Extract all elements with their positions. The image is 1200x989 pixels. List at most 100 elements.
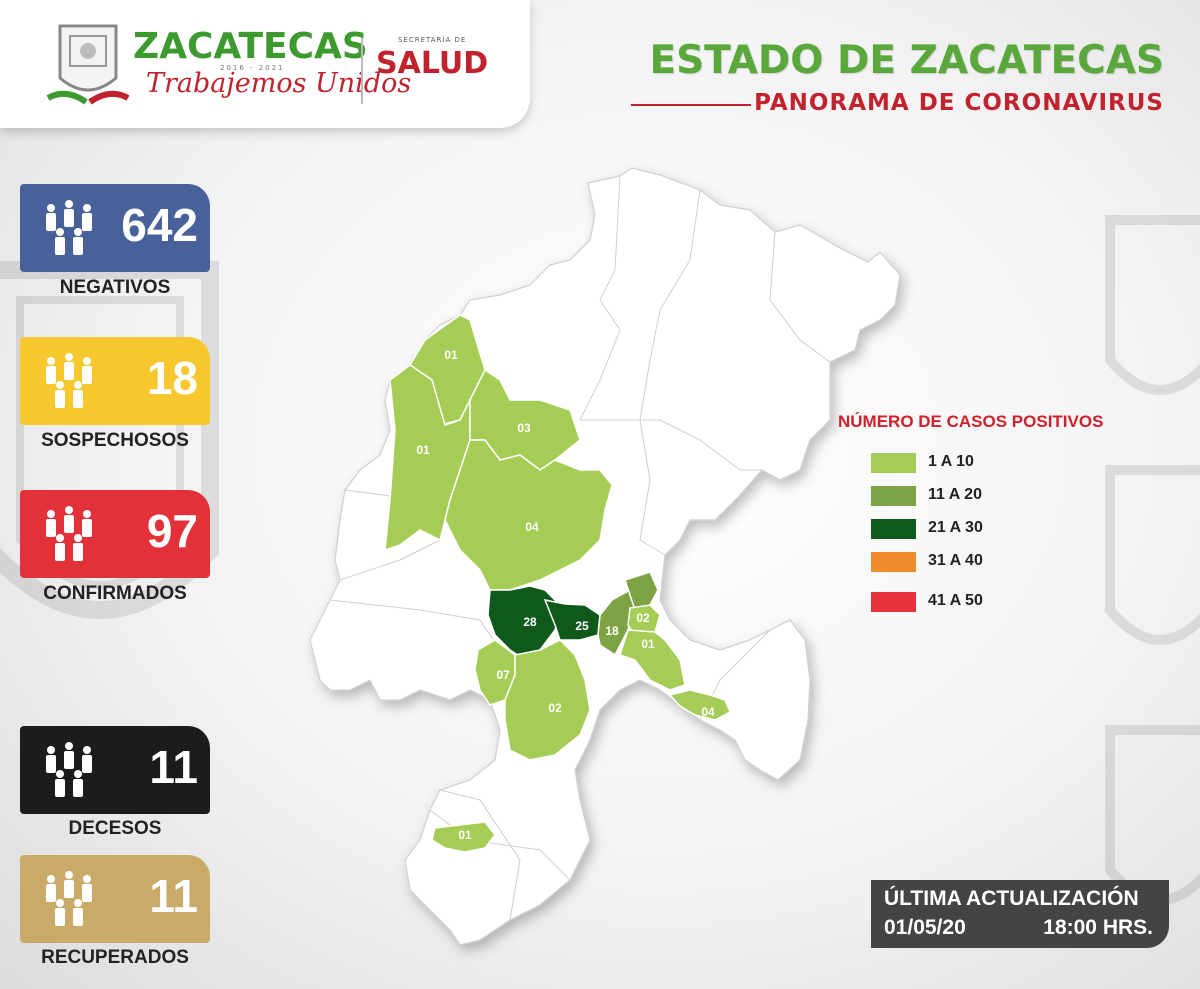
person-head-shape	[47, 204, 55, 212]
person-body-shape	[46, 884, 56, 902]
person-head-shape	[56, 770, 64, 778]
person-body-shape	[46, 213, 56, 231]
header-card: ZACATECAS 2016 - 2021 Trabajemos Unidos …	[0, 0, 530, 128]
legend-swatch	[871, 486, 916, 506]
person-body-shape	[55, 543, 65, 561]
municipality-light-green	[431, 821, 496, 853]
page-subtitle: PANORAMA DE CORONAVIRUS	[754, 90, 1164, 116]
state-outline	[309, 167, 901, 946]
stat-value: 642	[121, 199, 198, 251]
person-head-shape	[56, 228, 64, 236]
person-head-shape	[65, 353, 73, 361]
person-body-shape	[82, 884, 92, 902]
people-icon	[46, 871, 92, 926]
person-head-shape	[74, 534, 82, 542]
person-head-shape	[47, 357, 55, 365]
person-body-shape	[46, 755, 56, 773]
person-head-shape	[83, 510, 91, 518]
stat-value: 97	[146, 505, 198, 557]
municipality-case-labels: 01 01 03 04 28 25 18 02 01 07 02 04 01	[416, 348, 715, 842]
stat-card-decesos: 11	[20, 726, 210, 814]
person-head-shape	[47, 510, 55, 518]
person-body-shape	[73, 237, 83, 255]
person-head-shape	[74, 770, 82, 778]
person-body-shape	[55, 908, 65, 926]
colored-municipalities	[384, 314, 731, 853]
header-divider	[361, 38, 363, 104]
person-head-shape	[83, 204, 91, 212]
legend-label: 31 A 40	[928, 552, 983, 569]
stat-label: DECESOS	[68, 818, 162, 839]
person-body-shape	[55, 237, 65, 255]
person-body-shape	[64, 880, 74, 898]
stat-label: NEGATIVOS	[59, 277, 171, 298]
stat-value: 18	[146, 352, 198, 404]
legend-swatch	[871, 519, 916, 539]
municipality-case-label: 07	[496, 668, 510, 682]
person-head-shape	[74, 381, 82, 389]
person-body-shape	[46, 366, 56, 384]
municipality-light-green	[444, 439, 613, 591]
stat-card-confirmados: 97	[20, 490, 210, 578]
municipality-case-label: 01	[458, 828, 472, 842]
person-body-shape	[55, 390, 65, 408]
municipality-case-label: 03	[517, 421, 531, 435]
municipality-case-label: 25	[575, 619, 589, 633]
person-body-shape	[46, 519, 56, 537]
person-head-shape	[56, 381, 64, 389]
municipality-case-label: 18	[605, 624, 619, 638]
secretaria-label: SECRETARÍA DE	[398, 36, 467, 44]
last-update-box: ÚLTIMA ACTUALIZACIÓN 01/05/20 18:00 HRS.	[871, 880, 1169, 948]
person-head-shape	[65, 506, 73, 514]
municipality-case-label: 01	[641, 637, 655, 651]
state-coat-of-arms-icon	[46, 24, 130, 105]
municipality-case-label: 02	[636, 611, 650, 625]
person-head-shape	[83, 746, 91, 754]
municipality-case-label: 04	[701, 705, 715, 719]
municipality-light-green	[504, 639, 591, 761]
person-body-shape	[82, 519, 92, 537]
legend-swatch	[871, 552, 916, 572]
person-head-shape	[83, 875, 91, 883]
person-body-shape	[64, 751, 74, 769]
municipality-case-label: 04	[525, 520, 539, 534]
municipality-case-label: 01	[416, 443, 430, 457]
municipality-dark-green	[487, 585, 561, 661]
person-body-shape	[64, 515, 74, 533]
stat-label: RECUPERADOS	[41, 947, 189, 968]
person-head-shape	[47, 875, 55, 883]
person-head-shape	[47, 746, 55, 754]
stat-card-negativos: 642	[20, 184, 210, 272]
person-body-shape	[73, 908, 83, 926]
legend-label: 1 A 10	[928, 453, 974, 470]
municipality-light-green	[619, 629, 686, 691]
legend-swatch	[871, 592, 916, 612]
last-update-title: ÚLTIMA ACTUALIZACIÓN	[884, 887, 1139, 910]
stat-value: 11	[149, 741, 198, 793]
person-body-shape	[73, 779, 83, 797]
person-head-shape	[56, 899, 64, 907]
people-icon	[46, 353, 92, 408]
stat-card-recuperados: 11	[20, 855, 210, 943]
person-body-shape	[82, 213, 92, 231]
stat-label: CONFIRMADOS	[43, 583, 187, 604]
person-body-shape	[73, 543, 83, 561]
legend-label: 11 A 20	[928, 486, 982, 503]
legend-swatch	[871, 453, 916, 473]
person-body-shape	[55, 779, 65, 797]
person-head-shape	[65, 200, 73, 208]
legend-label: 21 A 30	[928, 519, 983, 536]
person-body-shape	[64, 362, 74, 380]
page-title: ESTADO DE ZACATECAS	[649, 38, 1164, 83]
municipality-mid-green	[624, 571, 659, 611]
municipality-case-label: 28	[523, 615, 537, 629]
person-head-shape	[65, 742, 73, 750]
people-icon	[46, 506, 92, 561]
last-update-time: 18:00 HRS.	[1043, 916, 1153, 939]
people-icon	[46, 742, 92, 797]
legend-title: NÚMERO DE CASOS POSITIVOS	[838, 412, 1104, 431]
people-icon	[46, 200, 92, 255]
person-body-shape	[82, 755, 92, 773]
municipality-light-green	[668, 689, 731, 721]
